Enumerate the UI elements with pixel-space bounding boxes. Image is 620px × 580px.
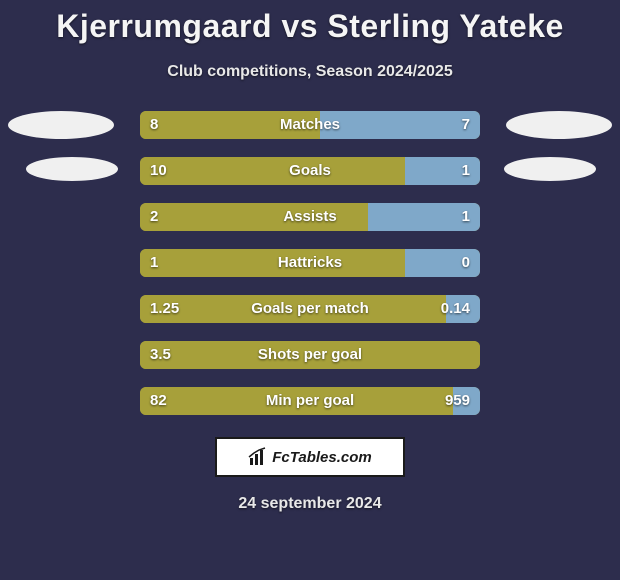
watermark-text: FcTables.com [272,449,371,466]
player-left-photo-placeholder-2 [26,157,118,181]
player-right-photo-placeholder-2 [504,157,596,181]
stat-row: 101Goals [140,157,480,185]
stat-label: Goals per match [140,295,480,323]
stat-label: Shots per goal [140,341,480,369]
player-left-photo-placeholder-1 [8,111,114,139]
stat-label: Hattricks [140,249,480,277]
stat-row: 3.5Shots per goal [140,341,480,369]
stat-label: Goals [140,157,480,185]
page-title: Kjerrumgaard vs Sterling Yateke [0,0,620,45]
stat-row: 21Assists [140,203,480,231]
stat-label: Assists [140,203,480,231]
stat-row: 10Hattricks [140,249,480,277]
comparison-chart: 87Matches 101Goals 21Assists 10Hattricks 1.2… [0,111,620,415]
page-subtitle: Club competitions, Season 2024/2025 [0,63,620,81]
watermark-badge: FcTables.com [215,437,405,477]
stat-row: 82959Min per goal [140,387,480,415]
stat-row: 1.250.14Goals per match [140,295,480,323]
chart-icon [248,447,268,467]
stat-label: Matches [140,111,480,139]
stat-label: Min per goal [140,387,480,415]
date-caption: 24 september 2024 [0,495,620,513]
stat-row: 87Matches [140,111,480,139]
player-right-photo-placeholder-1 [506,111,612,139]
